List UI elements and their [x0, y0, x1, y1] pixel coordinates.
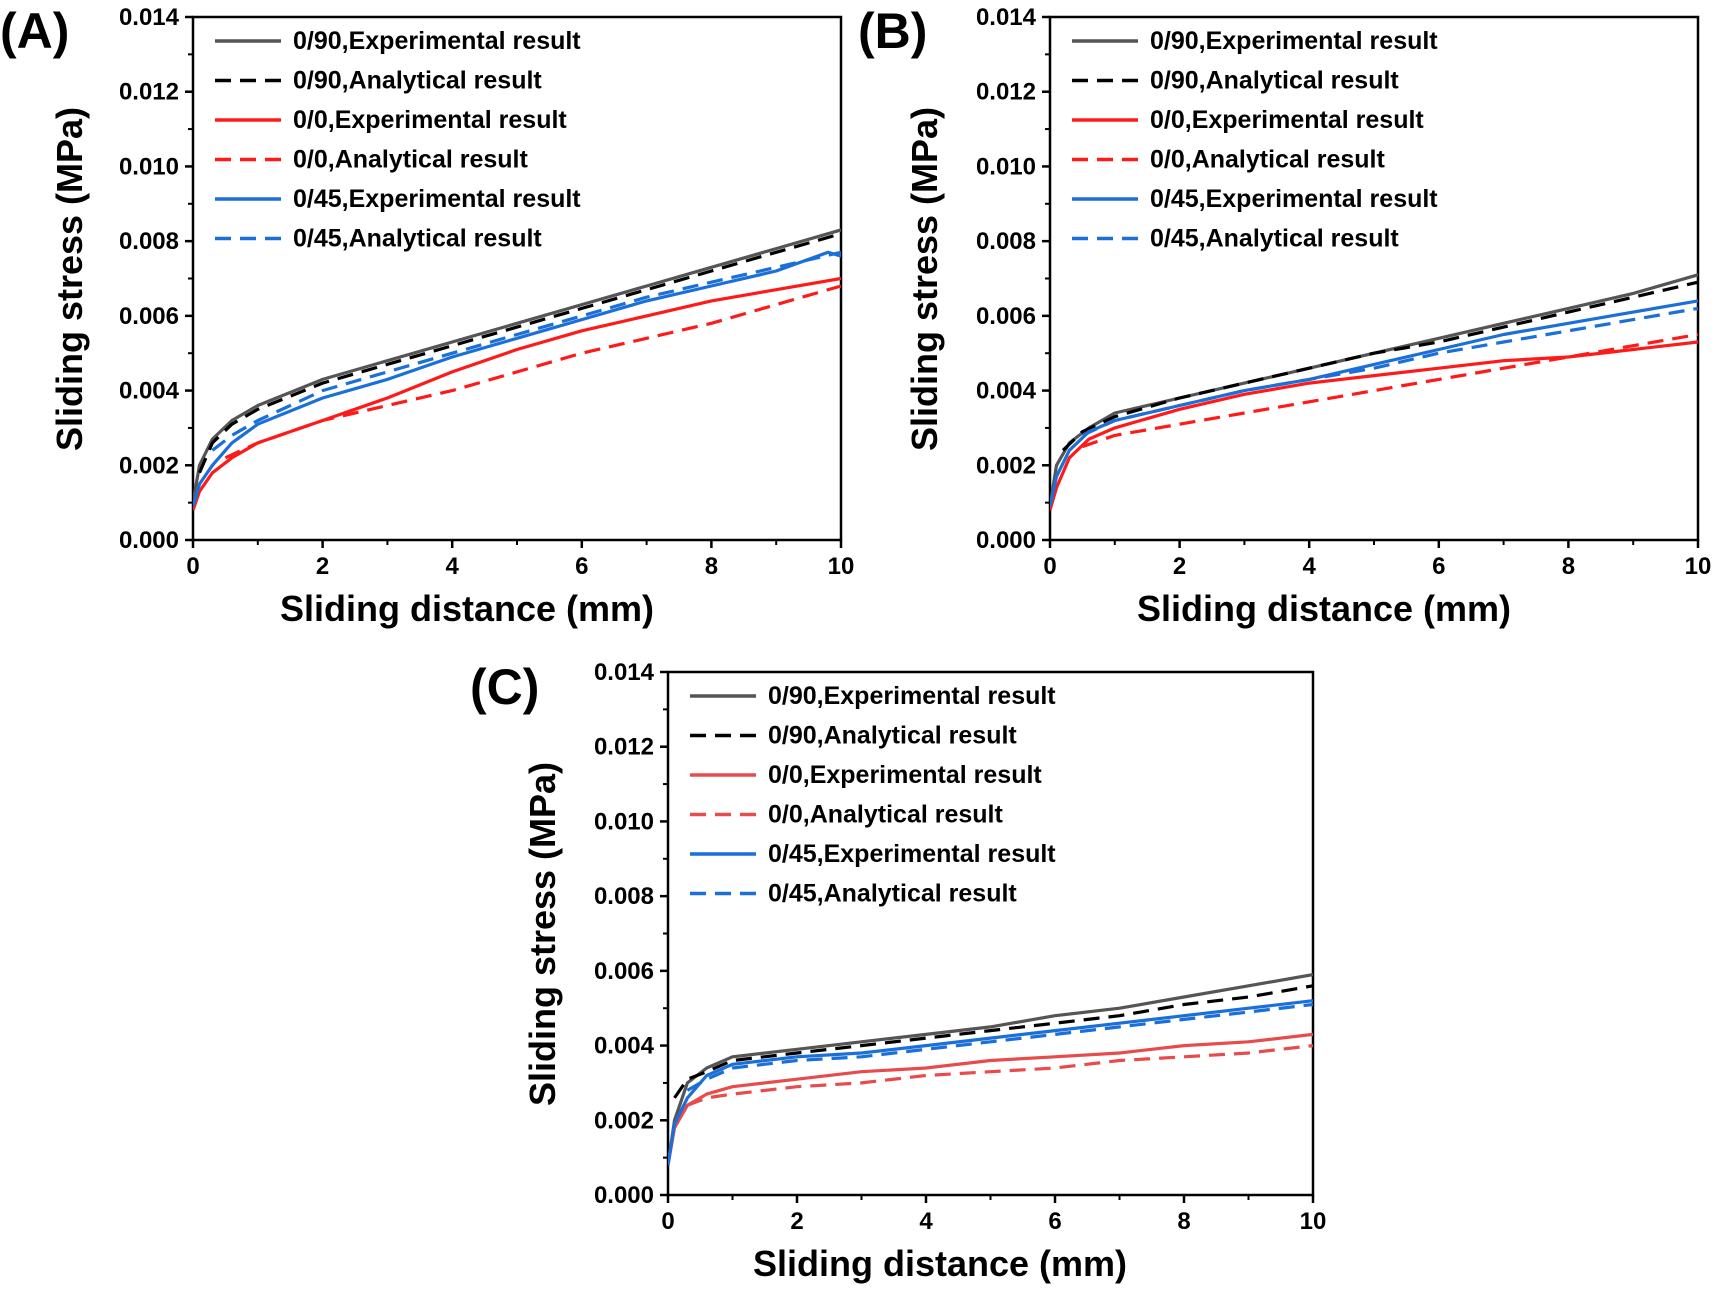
panel-label: (A)	[0, 3, 69, 59]
y-tick-label: 0.006	[594, 958, 654, 985]
legend-entry: 0/90,Experimental result	[1150, 27, 1438, 55]
x-tick-label: 10	[828, 553, 855, 580]
legend-entry: 0/45,Analytical result	[293, 225, 542, 253]
y-tick-label: 0.010	[976, 153, 1036, 180]
legend-entry: 0/90,Analytical result	[768, 722, 1017, 750]
series-line-2	[193, 276, 841, 511]
legend-entry: 0/45,Experimental result	[293, 185, 581, 213]
series-line-0	[668, 973, 1313, 1166]
x-tick-label: 4	[919, 1208, 933, 1235]
y-tick-label: 0.010	[119, 153, 179, 180]
x-tick-label: 2	[790, 1208, 803, 1235]
y-axis-title: Sliding stress (MPa)	[522, 762, 563, 1106]
x-tick-label: 4	[446, 553, 460, 580]
series-line-4	[668, 999, 1313, 1166]
legend-entry: 0/90,Analytical result	[293, 67, 542, 95]
x-tick-label: 8	[1562, 553, 1575, 580]
y-tick-label: 0.004	[594, 1033, 655, 1060]
y-tick-label: 0.004	[119, 378, 180, 405]
series-line-1	[1061, 280, 1698, 452]
x-tick-label: 6	[575, 553, 588, 580]
legend-entry: 0/90,Experimental result	[768, 682, 1056, 710]
legend-entry: 0/0,Experimental result	[1150, 106, 1424, 134]
x-tick-label: 0	[661, 1208, 674, 1235]
legend-entry: 0/0,Analytical result	[1150, 146, 1386, 174]
y-tick-label: 0.002	[594, 1107, 654, 1134]
y-axis-title: Sliding stress (MPa)	[904, 107, 945, 451]
x-tick-label: 6	[1048, 1208, 1061, 1235]
y-tick-label: 0.004	[976, 378, 1037, 405]
legend-entry: 0/0,Analytical result	[768, 801, 1004, 829]
y-tick-label: 0.012	[976, 79, 1036, 106]
chart-panel-1: 0 2 4 6 8 10 0.000 0.002 0.004 0.006 0.008 0.010 0.0…	[858, 3, 1711, 629]
y-tick-label: 0.014	[976, 4, 1037, 31]
x-tick-label: 8	[705, 553, 718, 580]
x-tick-label: 0	[1043, 553, 1056, 580]
legend-entry: 0/45,Analytical result	[1150, 225, 1399, 253]
y-tick-label: 0.008	[594, 883, 654, 910]
x-tick-label: 10	[1300, 1208, 1327, 1235]
series-line-1	[198, 232, 841, 474]
legend-entry: 0/45,Experimental result	[768, 840, 1056, 868]
y-tick-label: 0.008	[976, 228, 1036, 255]
x-axis-title: Sliding distance (mm)	[1137, 588, 1511, 629]
x-tick-label: 2	[1173, 553, 1186, 580]
y-tick-label: 0.002	[976, 452, 1036, 479]
legend-entry: 0/0,Analytical result	[293, 146, 529, 174]
series-line-4	[1050, 299, 1698, 507]
chart-panel-2: 0 2 4 6 8 10 0.000 0.002 0.004 0.006 0.008 0.010 0.0…	[470, 659, 1326, 1284]
x-axis-title: Sliding distance (mm)	[280, 588, 654, 629]
panel-label: (B)	[858, 3, 927, 59]
y-tick-label: 0.014	[119, 4, 180, 31]
panel-label: (C)	[470, 659, 539, 715]
series-line-0	[193, 228, 841, 503]
series-line-0	[1050, 273, 1698, 507]
x-tick-label: 8	[1177, 1208, 1190, 1235]
series-line-4	[193, 250, 841, 507]
series-line-3	[686, 1044, 1313, 1107]
legend-entry: 0/90,Analytical result	[1150, 67, 1399, 95]
chart-panel-0: 0 2 4 6 8 10 0.000 0.002 0.004 0.006 0.008 0.010 0.0…	[0, 3, 854, 629]
x-tick-label: 0	[186, 553, 199, 580]
x-tick-label: 4	[1303, 553, 1317, 580]
series-line-5	[211, 250, 841, 452]
y-axis-title: Sliding stress (MPa)	[49, 107, 90, 451]
y-tick-label: 0.000	[594, 1182, 654, 1209]
y-tick-label: 0.006	[119, 303, 179, 330]
legend-entry: 0/90,Experimental result	[293, 27, 581, 55]
series-line-1	[673, 984, 1313, 1099]
y-tick-label: 0.002	[119, 452, 179, 479]
y-tick-label: 0.008	[119, 228, 179, 255]
y-tick-label: 0.006	[976, 303, 1036, 330]
y-tick-label: 0.000	[976, 527, 1036, 554]
y-tick-label: 0.014	[594, 659, 655, 686]
y-tick-label: 0.012	[594, 734, 654, 761]
legend-entry: 0/0,Experimental result	[768, 761, 1042, 789]
series-line-5	[1081, 306, 1698, 437]
series-line-5	[686, 1002, 1313, 1092]
plot-frame	[1048, 15, 1700, 542]
series-line-3	[1081, 332, 1698, 449]
y-tick-label: 0.012	[119, 79, 179, 106]
y-tick-label: 0.010	[594, 808, 654, 835]
x-tick-label: 6	[1432, 553, 1445, 580]
plot-frame	[666, 670, 1315, 1197]
x-axis-title: Sliding distance (mm)	[753, 1243, 1127, 1284]
legend-entry: 0/45,Analytical result	[768, 880, 1017, 908]
x-tick-label: 10	[1685, 553, 1712, 580]
y-tick-label: 0.000	[119, 527, 179, 554]
x-tick-label: 2	[316, 553, 329, 580]
legend-entry: 0/0,Experimental result	[293, 106, 567, 134]
legend-entry: 0/45,Experimental result	[1150, 185, 1438, 213]
series-line-3	[224, 284, 841, 460]
